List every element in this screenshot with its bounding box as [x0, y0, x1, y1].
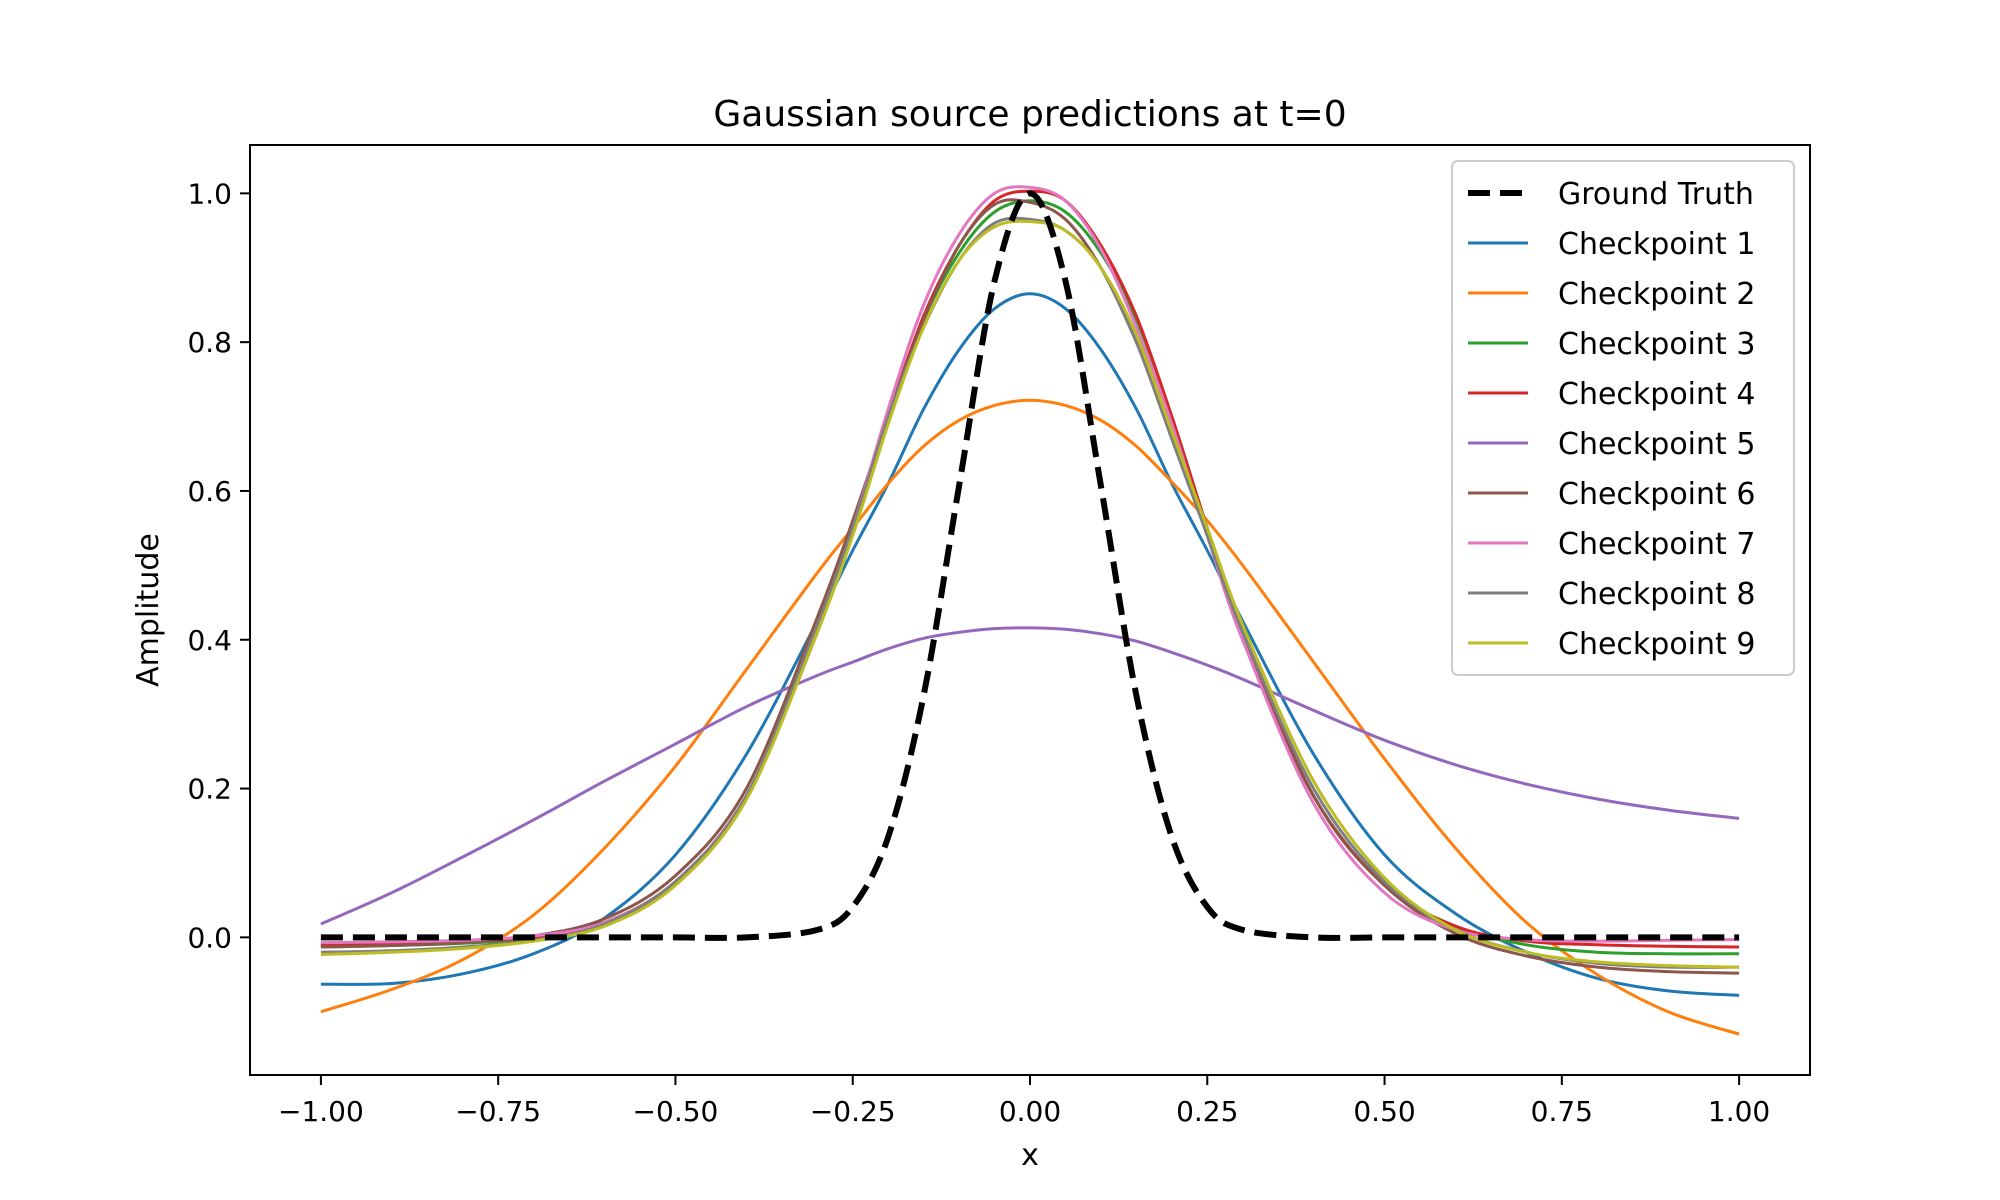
x-tick-label: −0.75	[455, 1095, 541, 1128]
x-tick-label: 0.00	[999, 1095, 1061, 1128]
y-tick-label: 0.0	[187, 921, 232, 954]
legend-label-checkpoint-2: Checkpoint 2	[1558, 277, 1755, 312]
legend-label-checkpoint-1: Checkpoint 1	[1558, 227, 1755, 262]
legend-label-checkpoint-7: Checkpoint 7	[1558, 527, 1755, 562]
legend-label-ground-truth: Ground Truth	[1558, 177, 1754, 212]
series-line-checkpoint-9	[320, 219, 1740, 969]
y-axis: 0.0 0.2 0.4 0.6 0.8 1.0	[187, 177, 250, 954]
series-layer	[320, 185, 1740, 1036]
y-axis-label: Amplitude	[131, 533, 166, 687]
series-line-checkpoint-5	[320, 626, 1740, 926]
legend-box	[1451, 160, 1795, 676]
series-line-ground-truth	[320, 190, 1740, 941]
series-line-checkpoint-2	[320, 398, 1740, 1036]
series-line-checkpoint-6	[320, 198, 1740, 975]
x-tick-label: 0.25	[1176, 1095, 1238, 1128]
legend-label-checkpoint-8: Checkpoint 8	[1558, 577, 1755, 612]
x-tick-label: −1.00	[278, 1095, 364, 1128]
legend-label-checkpoint-5: Checkpoint 5	[1558, 427, 1755, 462]
legend: Ground Truth Checkpoint 1 Checkpoint 2 Chec…	[1451, 160, 1795, 676]
x-tick-label: 0.75	[1531, 1095, 1593, 1128]
series-line-checkpoint-1	[320, 292, 1740, 997]
chart-title: Gaussian source predictions at t=0	[713, 94, 1346, 135]
legend-label-checkpoint-6: Checkpoint 6	[1558, 477, 1755, 512]
x-tick-label: 1.00	[1708, 1095, 1770, 1128]
legend-label-checkpoint-3: Checkpoint 3	[1558, 327, 1755, 362]
legend-label-checkpoint-4: Checkpoint 4	[1558, 377, 1755, 412]
x-tick-label: −0.50	[633, 1095, 719, 1128]
legend-label-checkpoint-9: Checkpoint 9	[1558, 627, 1755, 662]
y-tick-label: 0.2	[187, 773, 232, 806]
y-tick-label: 0.6	[187, 475, 232, 508]
y-tick-label: 0.4	[187, 624, 232, 657]
x-axis: −1.00 −0.75 −0.50 −0.25 0.00 0.25 0.50 0.75 1.00	[278, 1075, 1770, 1128]
x-tick-label: −0.25	[810, 1095, 896, 1128]
series-line-checkpoint-8	[320, 216, 1740, 969]
y-tick-label: 0.8	[187, 326, 232, 359]
x-axis-label: x	[1021, 1138, 1039, 1173]
y-tick-label: 1.0	[187, 177, 232, 210]
x-tick-label: 0.50	[1353, 1095, 1415, 1128]
